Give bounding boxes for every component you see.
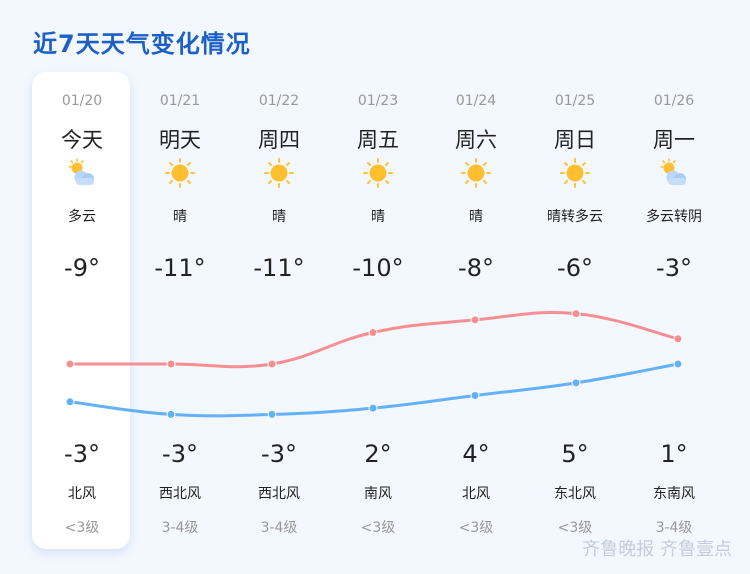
date: 01/23 [357,93,399,109]
bottom-temp: -3° [64,440,100,468]
data-point [368,403,378,413]
data-point [166,359,176,369]
wind-direction: 西北风 [159,486,201,502]
today-card [32,72,130,549]
condition: 晴 [272,209,286,225]
condition: 多云 [68,209,96,225]
wind-level: <3级 [458,520,494,536]
day-column: 01/24 周六 晴 -8° 4° 北风 <3级 [427,72,525,549]
condition: 多云转阴 [646,209,702,225]
data-point [267,359,277,369]
date: 01/24 [455,93,497,109]
wind-level: <3级 [557,520,593,536]
wind-level: 3-4级 [260,520,298,536]
partly-cloudy-icon [659,158,689,188]
data-point [166,409,176,419]
day-column: 01/21 明天 晴 -11° -3° 西北风 3-4级 [131,72,229,549]
day-name: 周四 [258,128,300,152]
data-point [571,309,581,319]
condition: 晴 [371,209,385,225]
wind-direction: 北风 [462,486,490,502]
data-point [65,397,75,407]
data-point [673,359,683,369]
sunny-icon [264,158,294,188]
top-temp: -9° [64,254,100,282]
wind-level: <3级 [64,520,100,536]
watermark: 齐鲁晚报 齐鲁壹点 [582,539,732,560]
wind-direction: 东南风 [653,486,695,502]
wind-direction: 北风 [68,486,96,502]
data-point [470,315,480,325]
wind-level: 3-4级 [161,520,199,536]
day-name: 周一 [653,128,695,152]
day-name: 明天 [159,128,201,152]
bottom-temp: 1° [660,440,688,468]
day-column: 01/22 周四 晴 -11° -3° 西北风 3-4级 [230,72,328,549]
sunny-icon [165,158,195,188]
condition: 晴 [173,209,187,225]
data-point [368,328,378,337]
day-name: 周六 [455,128,497,152]
bottom-temp: -3° [261,440,297,468]
wind-direction: 西北风 [258,486,300,502]
date: 01/20 [61,93,103,109]
sunny-icon [461,158,491,188]
date: 01/25 [554,93,596,109]
wind-direction: 南风 [364,486,392,502]
date: 01/26 [653,93,695,109]
day-column: 01/26 周一 多云转阴 -3° 1° 东南风 3-4级 [625,72,723,549]
top-temp: -11° [253,254,305,282]
day-column: 01/20 今天 多云 -9° -3° 北风 <3级 [33,72,131,549]
top-temp: -6° [557,254,593,282]
day-name: 今天 [61,128,103,152]
date: 01/22 [258,93,300,109]
top-temp: -8° [458,254,494,282]
data-point [65,359,75,369]
date: 01/21 [159,93,201,109]
top-temp: -10° [352,254,404,282]
day-column: 01/25 周日 晴转多云 -6° 5° 东北风 <3级 [526,72,624,549]
data-point [470,391,480,400]
bottom-temp: -3° [162,440,198,468]
data-point [571,378,581,388]
wind-level: 3-4级 [655,520,693,536]
bottom-temp: 4° [462,440,490,468]
top-temp: -3° [656,254,692,282]
bottom-temp: 2° [364,440,392,468]
sunny-icon [363,158,393,188]
sunny-icon [560,158,590,188]
wind-level: <3级 [360,520,396,536]
page-title: 近7天天气变化情况 [33,30,251,58]
day-name: 周日 [554,128,596,152]
day-name: 周五 [357,128,399,152]
condition: 晴 [469,209,483,225]
day-column: 01/23 周五 晴 -10° 2° 南风 <3级 [329,72,427,549]
condition: 晴转多云 [547,209,603,225]
wind-direction: 东北风 [554,486,596,502]
partly-cloudy-icon [67,158,97,188]
data-point [673,334,683,344]
top-temp: -11° [154,254,206,282]
series-line-0 [70,310,679,369]
data-point [267,409,277,419]
bottom-temp: 5° [561,440,589,468]
